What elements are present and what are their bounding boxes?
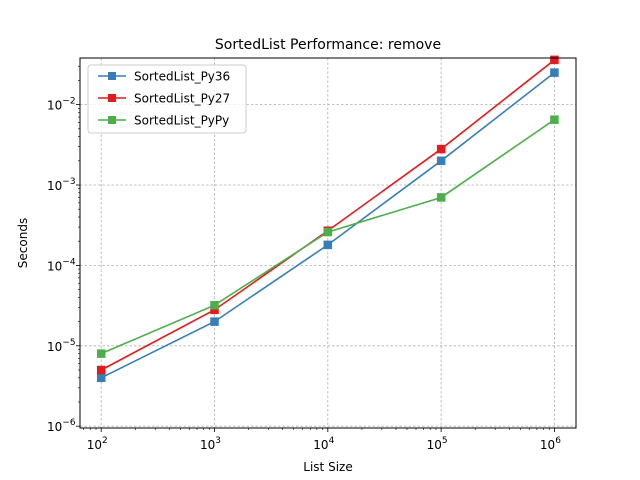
y-tick-base: 10 (47, 259, 62, 273)
y-tick-label: 10−3 (47, 177, 76, 193)
data-point (323, 240, 333, 250)
legend-marker (108, 72, 116, 80)
series-SortedList_Py36 (96, 68, 559, 383)
x-tick-base: 10 (200, 438, 215, 452)
legend-item: SortedList_Py36 (98, 70, 230, 84)
x-tick-label: 104 (313, 436, 334, 452)
chart-title: SortedList Performance: remove (215, 37, 441, 53)
data-point (210, 317, 219, 326)
legend-marker (108, 94, 116, 102)
legend-marker (108, 116, 116, 124)
data-point (550, 55, 559, 65)
legend-item: SortedList_Py27 (98, 92, 230, 106)
x-tick-label: 106 (540, 436, 561, 452)
legend-label: SortedList_Py36 (134, 70, 230, 84)
y-tick-exponent: −6 (62, 418, 76, 428)
x-tick-base: 10 (87, 438, 102, 452)
data-point (210, 300, 219, 310)
x-tick-exponent: 4 (329, 436, 335, 446)
x-tick-label: 102 (87, 436, 108, 452)
data-point (436, 144, 446, 154)
y-tick-base: 10 (47, 420, 62, 434)
y-tick-base: 10 (47, 99, 62, 113)
y-tick-base: 10 (47, 179, 62, 193)
legend: SortedList_Py36 SortedList_Py27 SortedList… (87, 64, 247, 134)
y-tick-label: 10−5 (47, 338, 76, 354)
data-point (436, 193, 446, 202)
y-tick-exponent: −4 (62, 257, 76, 267)
series-SortedList_PyPy (96, 115, 559, 358)
y-tick-exponent: −3 (62, 177, 75, 187)
legend-label: SortedList_PyPy (134, 114, 229, 128)
x-tick-exponent: 2 (102, 436, 108, 446)
y-tick-label: 10−2 (47, 97, 76, 113)
y-tick-label: 10−4 (47, 257, 76, 273)
data-point (96, 349, 106, 358)
x-tick-exponent: 5 (442, 436, 448, 446)
data-point (96, 365, 106, 375)
data-point (436, 156, 446, 166)
x-tick-base: 10 (540, 438, 555, 452)
y-tick-exponent: −2 (62, 97, 75, 107)
x-tick-base: 10 (427, 438, 442, 452)
y-axis-label: Seconds (16, 218, 30, 268)
data-point (96, 373, 106, 383)
legend-label: SortedList_Py27 (134, 92, 230, 106)
data-point (550, 68, 559, 77)
x-tick-exponent: 6 (555, 436, 561, 446)
x-tick-label: 105 (427, 436, 448, 452)
y-tick-base: 10 (47, 340, 62, 354)
legend-item: SortedList_PyPy (98, 114, 229, 128)
series-layer (96, 55, 559, 383)
x-tick-base: 10 (313, 438, 328, 452)
y-tick-exponent: −5 (62, 338, 75, 348)
data-point (323, 227, 333, 237)
x-tick-exponent: 3 (215, 436, 221, 446)
x-tick-label: 103 (200, 436, 221, 452)
y-tick-label: 10−6 (47, 418, 76, 434)
x-axis-label: List Size (303, 460, 352, 474)
data-point (550, 115, 559, 124)
legend-box (87, 64, 247, 134)
